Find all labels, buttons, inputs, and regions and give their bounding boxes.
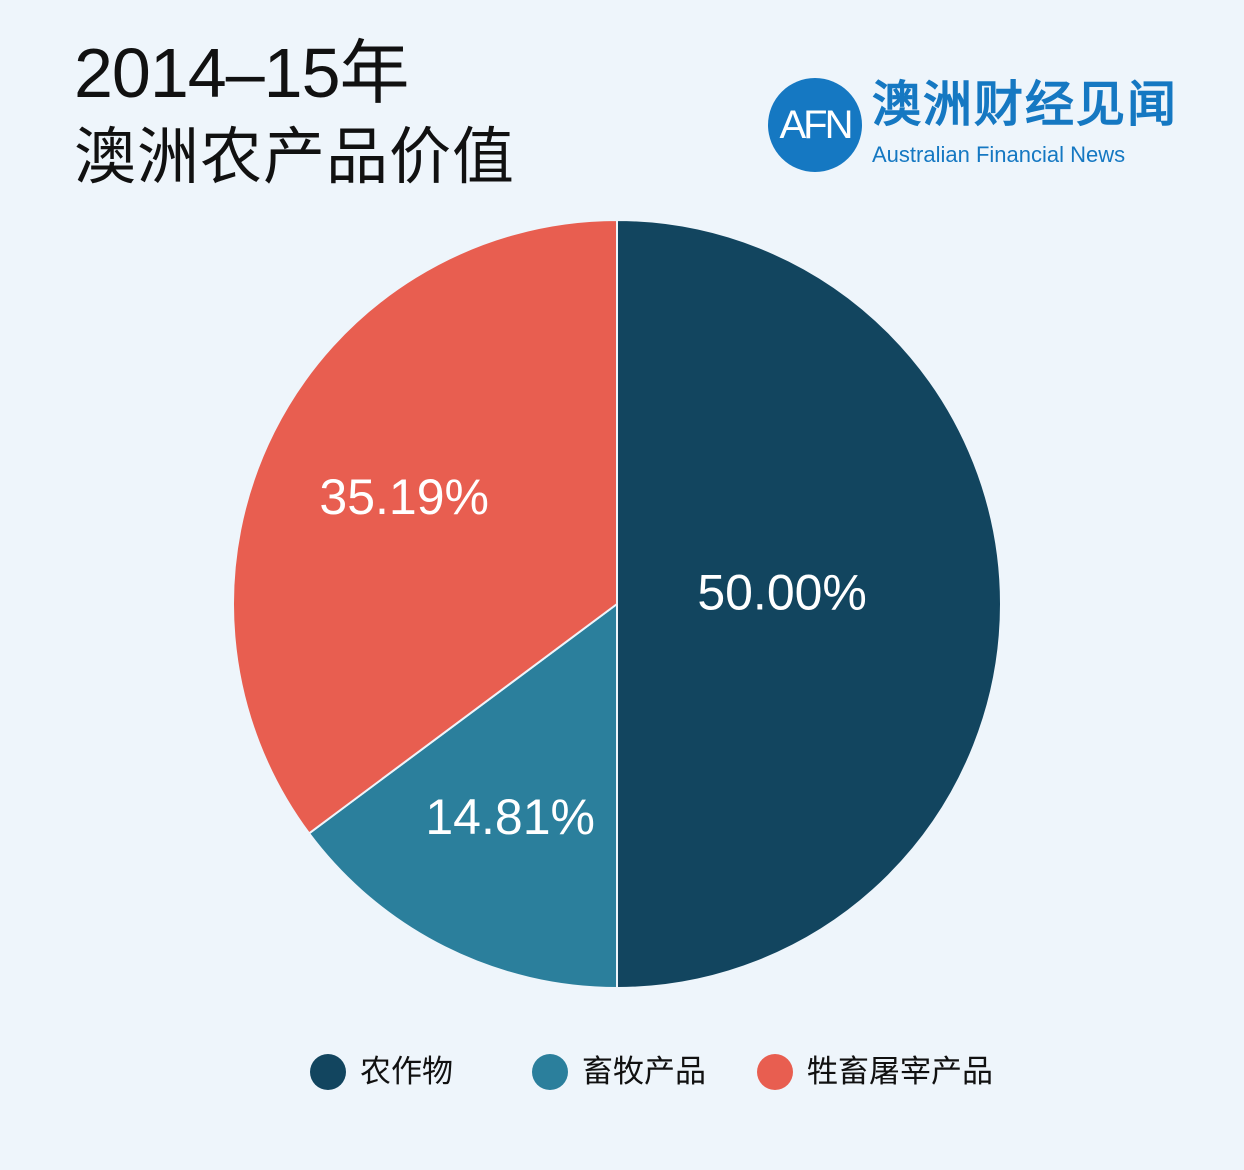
data-label-livestock-products: 14.81%	[425, 789, 595, 845]
legend-item-livestock-products: 畜牧产品	[532, 1050, 706, 1094]
legend-swatch-crops	[310, 1054, 346, 1090]
pie-slice-livestock-slaughter	[232, 218, 618, 835]
afn-logo-icon: AFN	[768, 78, 862, 172]
chart-title-subject: 澳洲农产品价值	[74, 120, 516, 193]
chart-title-year: 2014–15年	[74, 34, 410, 112]
data-label-crops: 50.00%	[697, 564, 867, 620]
data-label-livestock-slaughter: 35.19%	[319, 469, 489, 525]
brand-name-english: Australian Financial News	[872, 142, 1126, 167]
chart-legend: 农作物 畜牧产品 牲畜屠宰产品	[0, 1050, 1244, 1094]
legend-label-crops: 农作物	[360, 1053, 453, 1090]
brand-block: AFN 澳洲财经见闻 Australian Financial News	[768, 78, 1208, 174]
legend-swatch-livestock-products	[532, 1054, 568, 1090]
legend-label-livestock-products: 畜牧产品	[582, 1053, 706, 1090]
legend-item-crops: 农作物	[310, 1050, 453, 1094]
pie-slice-livestock-products	[307, 602, 618, 990]
legend-swatch-livestock-slaughter	[757, 1054, 793, 1090]
chart-title: 2014–15年 澳洲农产品价值	[74, 38, 515, 188]
legend-label-livestock-slaughter: 牲畜屠宰产品	[807, 1053, 993, 1090]
brand-name-chinese: 澳洲财经见闻	[872, 76, 1179, 133]
legend-item-livestock-slaughter: 牲畜屠宰产品	[757, 1050, 993, 1094]
pie-slice-crops	[616, 218, 1002, 990]
